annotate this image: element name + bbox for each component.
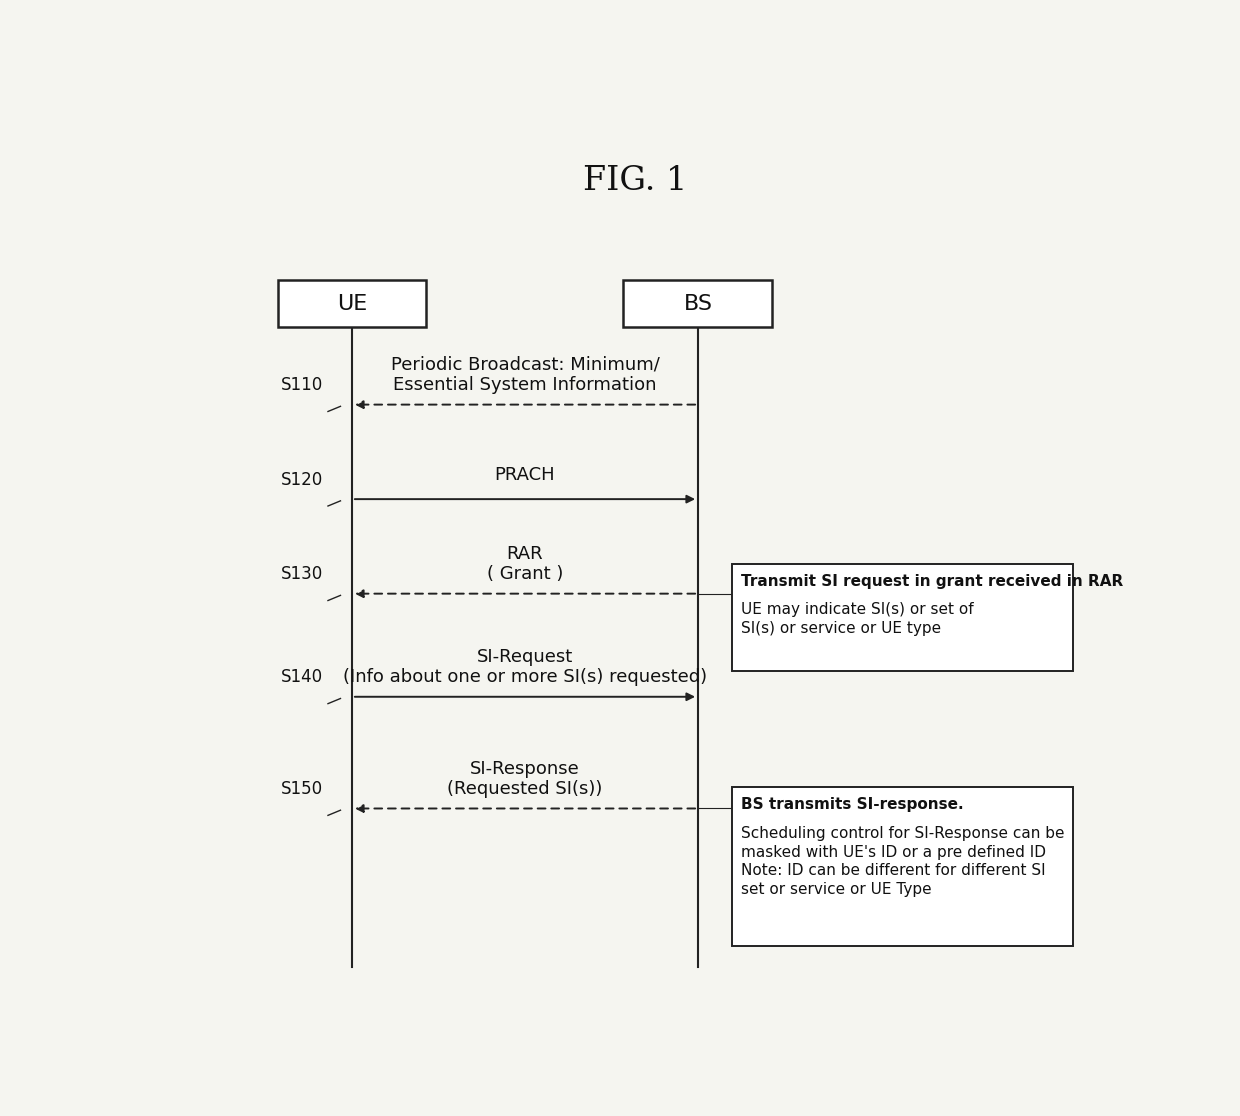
Text: FIG. 1: FIG. 1 xyxy=(583,165,688,198)
FancyBboxPatch shape xyxy=(278,280,427,327)
Text: S130: S130 xyxy=(281,566,324,584)
Text: S150: S150 xyxy=(281,780,324,798)
Text: SI-Response: SI-Response xyxy=(470,760,580,778)
Text: PRACH: PRACH xyxy=(495,465,556,483)
Text: set or service or UE Type: set or service or UE Type xyxy=(742,883,931,897)
Text: (Info about one or more SI(s) requested): (Info about one or more SI(s) requested) xyxy=(343,668,707,686)
Text: S120: S120 xyxy=(281,471,324,489)
Text: Essential System Information: Essential System Information xyxy=(393,376,657,394)
Text: UE: UE xyxy=(337,294,367,314)
FancyBboxPatch shape xyxy=(732,564,1073,671)
Text: ( Grant ): ( Grant ) xyxy=(487,566,563,584)
Text: (Requested SI(s)): (Requested SI(s)) xyxy=(448,780,603,798)
Text: BS: BS xyxy=(683,294,713,314)
Text: SI(s) or service or UE type: SI(s) or service or UE type xyxy=(742,622,941,636)
FancyBboxPatch shape xyxy=(732,787,1073,946)
Text: SI-Request: SI-Request xyxy=(477,648,573,666)
FancyBboxPatch shape xyxy=(624,280,773,327)
Text: UE may indicate SI(s) or set of: UE may indicate SI(s) or set of xyxy=(742,603,973,617)
Text: masked with UE's ID or a pre defined ID: masked with UE's ID or a pre defined ID xyxy=(742,845,1047,859)
Text: Scheduling control for SI-Response can be: Scheduling control for SI-Response can b… xyxy=(742,826,1065,840)
Text: Periodic Broadcast: Minimum/: Periodic Broadcast: Minimum/ xyxy=(391,356,660,374)
Text: Note: ID can be different for different SI: Note: ID can be different for different … xyxy=(742,864,1045,878)
Text: S110: S110 xyxy=(281,376,324,394)
Text: RAR: RAR xyxy=(507,545,543,562)
Text: BS transmits SI-response.: BS transmits SI-response. xyxy=(742,797,963,812)
Text: S140: S140 xyxy=(281,668,324,686)
Text: Transmit SI request in grant received in RAR: Transmit SI request in grant received in… xyxy=(742,574,1123,589)
